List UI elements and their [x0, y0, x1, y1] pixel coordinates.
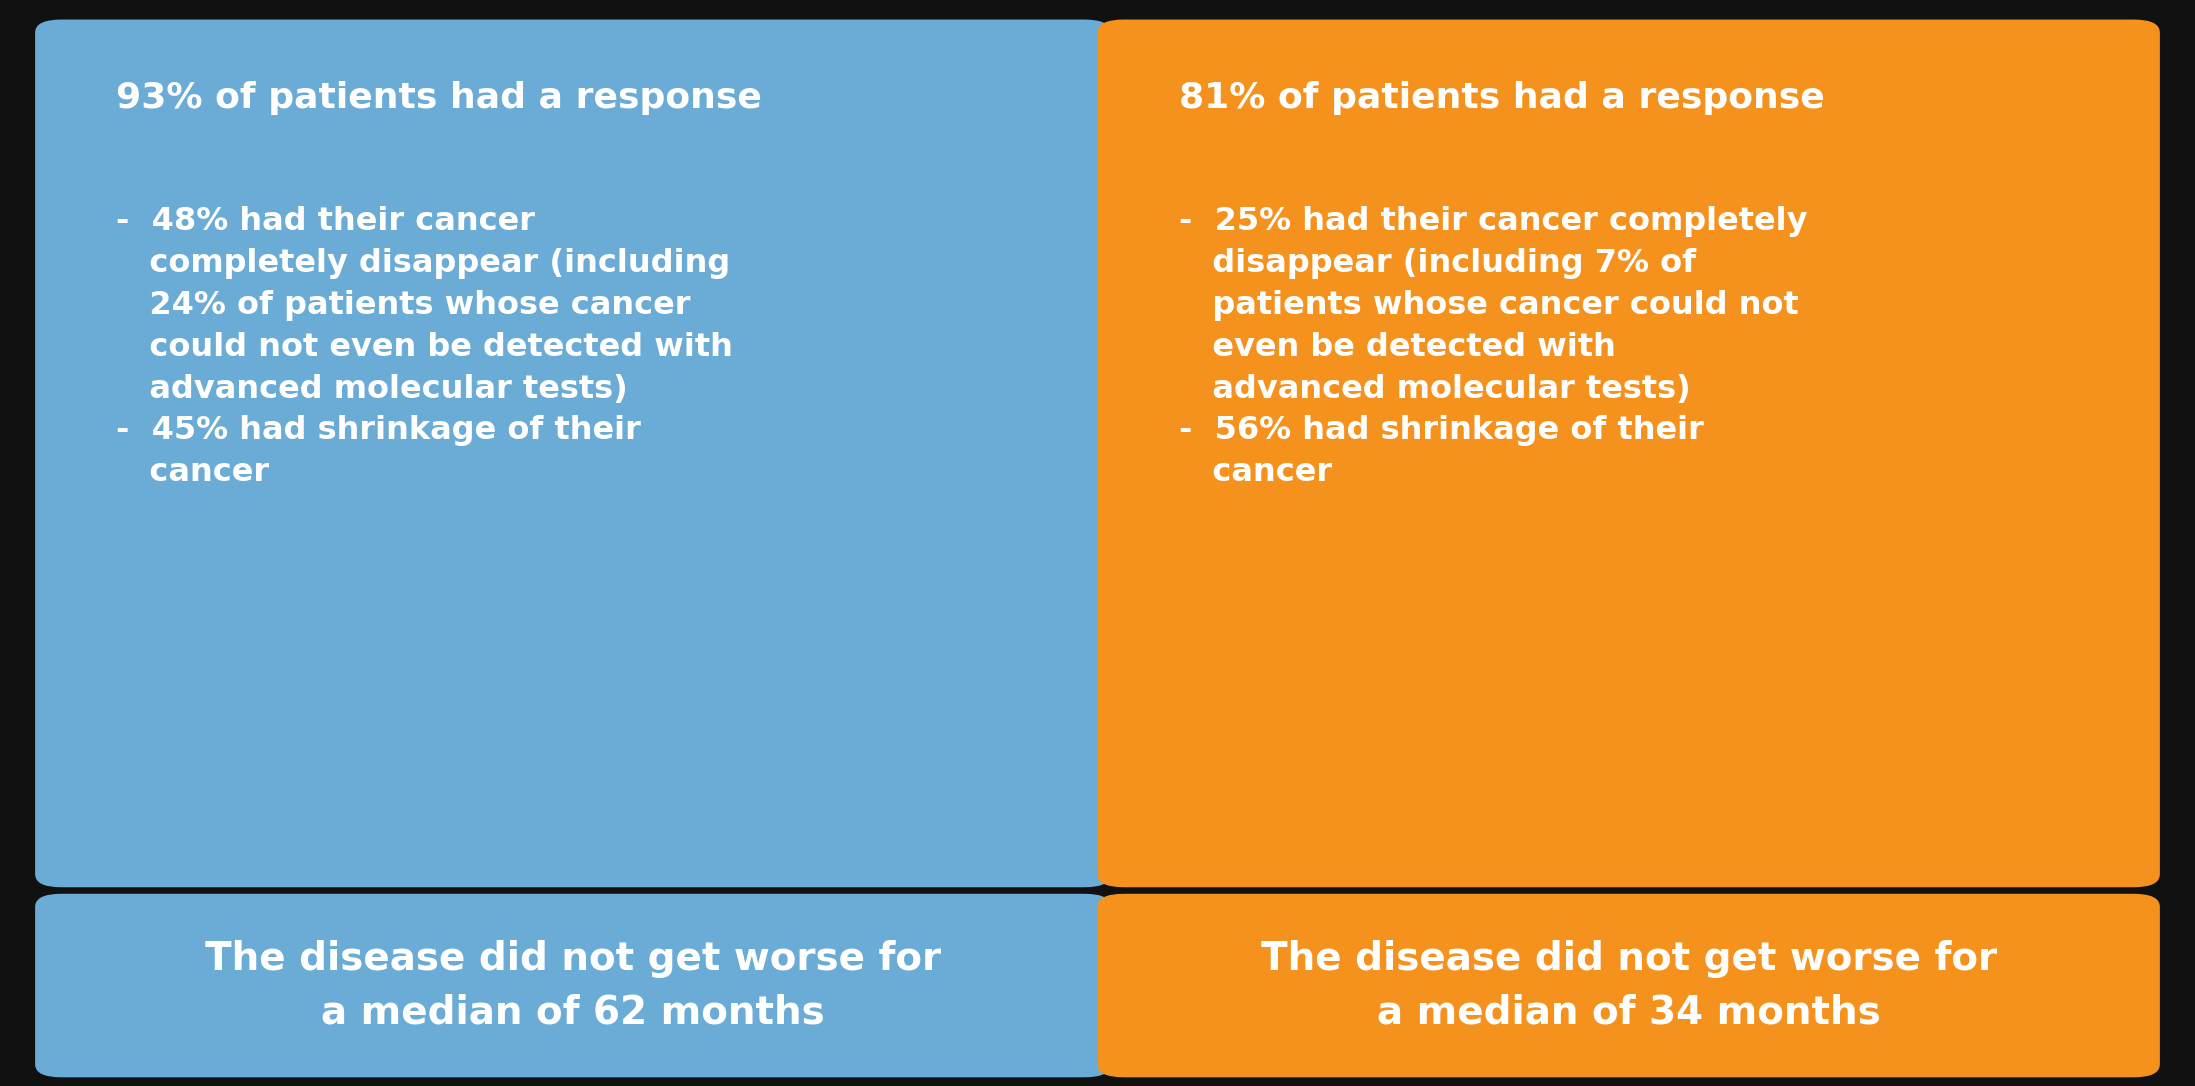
FancyBboxPatch shape [35, 894, 1111, 1077]
FancyBboxPatch shape [1098, 20, 2160, 887]
Text: -  48% had their cancer
   completely disappear (including
   24% of patients wh: - 48% had their cancer completely disapp… [116, 206, 733, 488]
Text: 81% of patients had a response: 81% of patients had a response [1179, 81, 1824, 115]
Text: The disease did not get worse for
a median of 34 months: The disease did not get worse for a medi… [1260, 940, 1997, 1031]
Text: The disease did not get worse for
a median of 62 months: The disease did not get worse for a medi… [204, 940, 942, 1031]
FancyBboxPatch shape [1098, 894, 2160, 1077]
Text: -  25% had their cancer completely
   disappear (including 7% of
   patients who: - 25% had their cancer completely disapp… [1179, 206, 1806, 488]
Text: 93% of patients had a response: 93% of patients had a response [116, 81, 762, 115]
FancyBboxPatch shape [35, 20, 1111, 887]
